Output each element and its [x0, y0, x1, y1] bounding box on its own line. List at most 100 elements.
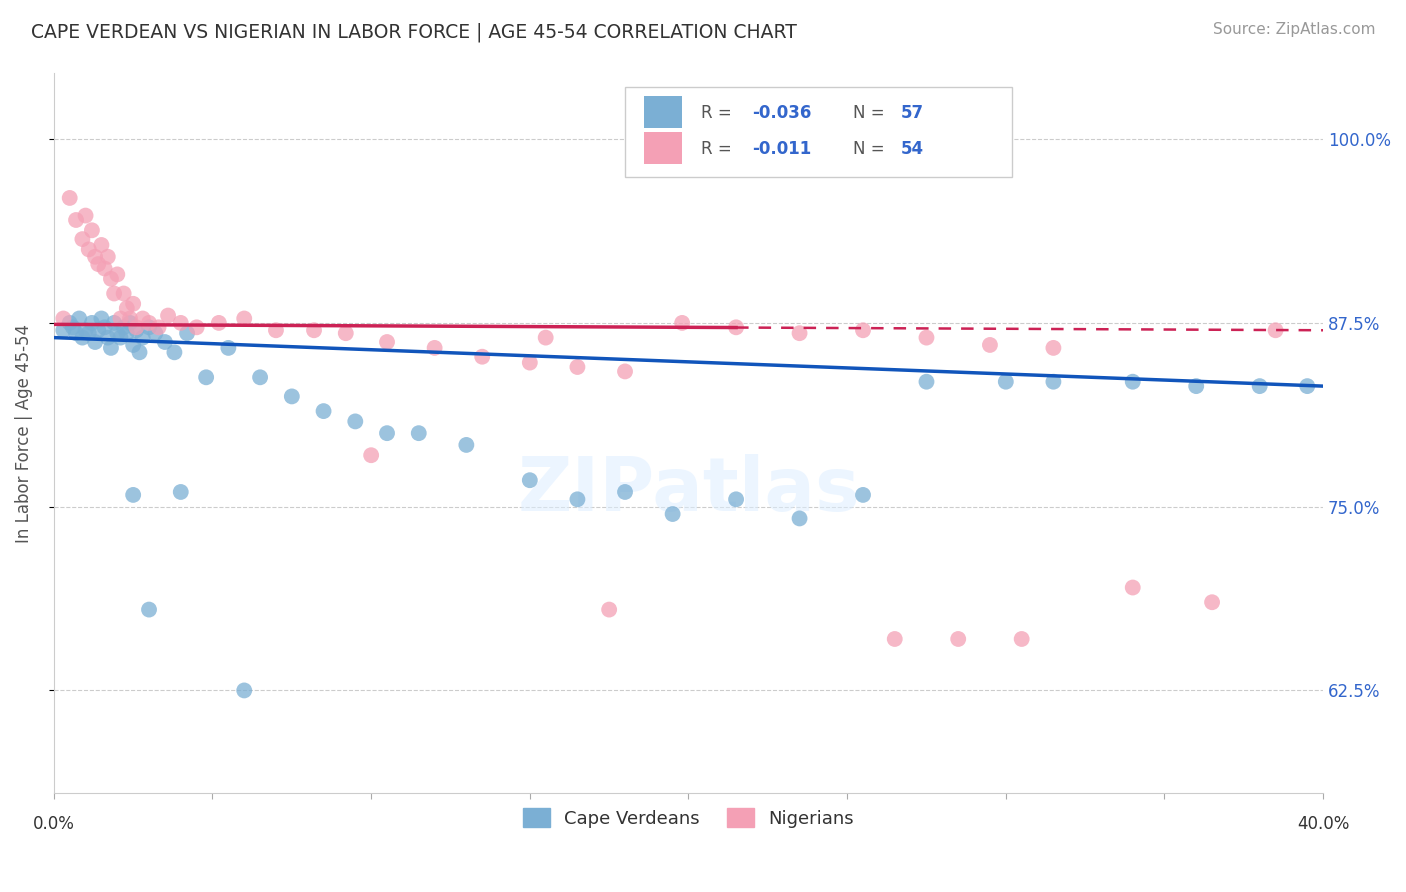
Point — [105, 326, 128, 341]
Text: N =: N = — [853, 103, 890, 121]
Point — [883, 632, 905, 646]
Point — [217, 341, 239, 355]
Point — [1201, 595, 1223, 609]
Point — [97, 250, 120, 264]
Point — [344, 414, 367, 428]
Text: -0.011: -0.011 — [752, 140, 811, 158]
Point — [115, 326, 138, 341]
Point — [1042, 341, 1064, 355]
Point — [100, 341, 122, 355]
Text: Source: ZipAtlas.com: Source: ZipAtlas.com — [1212, 22, 1375, 37]
Point — [195, 370, 218, 384]
Point — [138, 316, 160, 330]
Point — [249, 370, 271, 384]
Point — [153, 334, 176, 349]
Point — [614, 364, 637, 378]
Point — [789, 511, 811, 525]
Point — [1042, 375, 1064, 389]
Point — [77, 326, 100, 341]
Text: R =: R = — [702, 103, 737, 121]
Point — [131, 311, 153, 326]
Point — [90, 311, 112, 326]
Point — [1011, 632, 1033, 646]
Point — [122, 488, 145, 502]
Point — [65, 326, 87, 341]
Point — [725, 320, 748, 334]
Point — [915, 375, 938, 389]
Text: N =: N = — [853, 140, 890, 158]
Point — [52, 311, 75, 326]
Point — [52, 323, 75, 337]
Point — [93, 320, 115, 334]
Point — [661, 507, 683, 521]
Point — [112, 320, 135, 334]
Point — [103, 286, 125, 301]
Point — [598, 602, 620, 616]
Point — [103, 316, 125, 330]
Point — [118, 311, 141, 326]
Point — [176, 326, 198, 341]
Point — [312, 404, 335, 418]
Point — [100, 272, 122, 286]
Point — [360, 448, 382, 462]
Point — [979, 338, 1001, 352]
Point — [302, 323, 325, 337]
Point — [148, 320, 170, 334]
Point — [87, 323, 110, 337]
Point — [994, 375, 1017, 389]
Text: 0.0%: 0.0% — [32, 815, 75, 833]
Point — [122, 297, 145, 311]
Point — [1185, 379, 1208, 393]
Point — [1249, 379, 1271, 393]
Point — [59, 316, 82, 330]
Text: 40.0%: 40.0% — [1296, 815, 1350, 833]
Point — [375, 334, 398, 349]
Point — [138, 602, 160, 616]
Point — [519, 473, 541, 487]
Point — [122, 338, 145, 352]
Point — [208, 316, 231, 330]
Text: ZIPatlas: ZIPatlas — [517, 454, 860, 527]
Point — [335, 326, 357, 341]
Point — [112, 286, 135, 301]
Point — [97, 330, 120, 344]
FancyBboxPatch shape — [644, 96, 682, 128]
Point — [59, 191, 82, 205]
Point — [105, 268, 128, 282]
Point — [118, 316, 141, 330]
Point — [264, 323, 287, 337]
Point — [614, 485, 637, 500]
Point — [567, 492, 589, 507]
Point — [62, 320, 84, 334]
Point — [408, 426, 430, 441]
Point — [423, 341, 446, 355]
Point — [93, 261, 115, 276]
Point — [852, 488, 875, 502]
Point — [281, 389, 304, 403]
Point — [170, 316, 193, 330]
Point — [567, 359, 589, 374]
Point — [233, 311, 256, 326]
Point — [948, 632, 970, 646]
Point — [915, 330, 938, 344]
Point — [671, 316, 693, 330]
Point — [110, 330, 132, 344]
Point — [75, 323, 97, 337]
Point — [72, 330, 94, 344]
Point — [128, 345, 150, 359]
Point — [163, 345, 186, 359]
Text: 54: 54 — [900, 140, 924, 158]
Point — [1122, 375, 1144, 389]
Point — [75, 209, 97, 223]
Point — [80, 316, 103, 330]
Point — [1122, 581, 1144, 595]
FancyBboxPatch shape — [626, 87, 1012, 178]
Text: R =: R = — [702, 140, 737, 158]
Point — [87, 257, 110, 271]
Point — [186, 320, 208, 334]
Point — [110, 311, 132, 326]
Point — [65, 213, 87, 227]
FancyBboxPatch shape — [644, 132, 682, 164]
Point — [125, 320, 148, 334]
Point — [131, 330, 153, 344]
